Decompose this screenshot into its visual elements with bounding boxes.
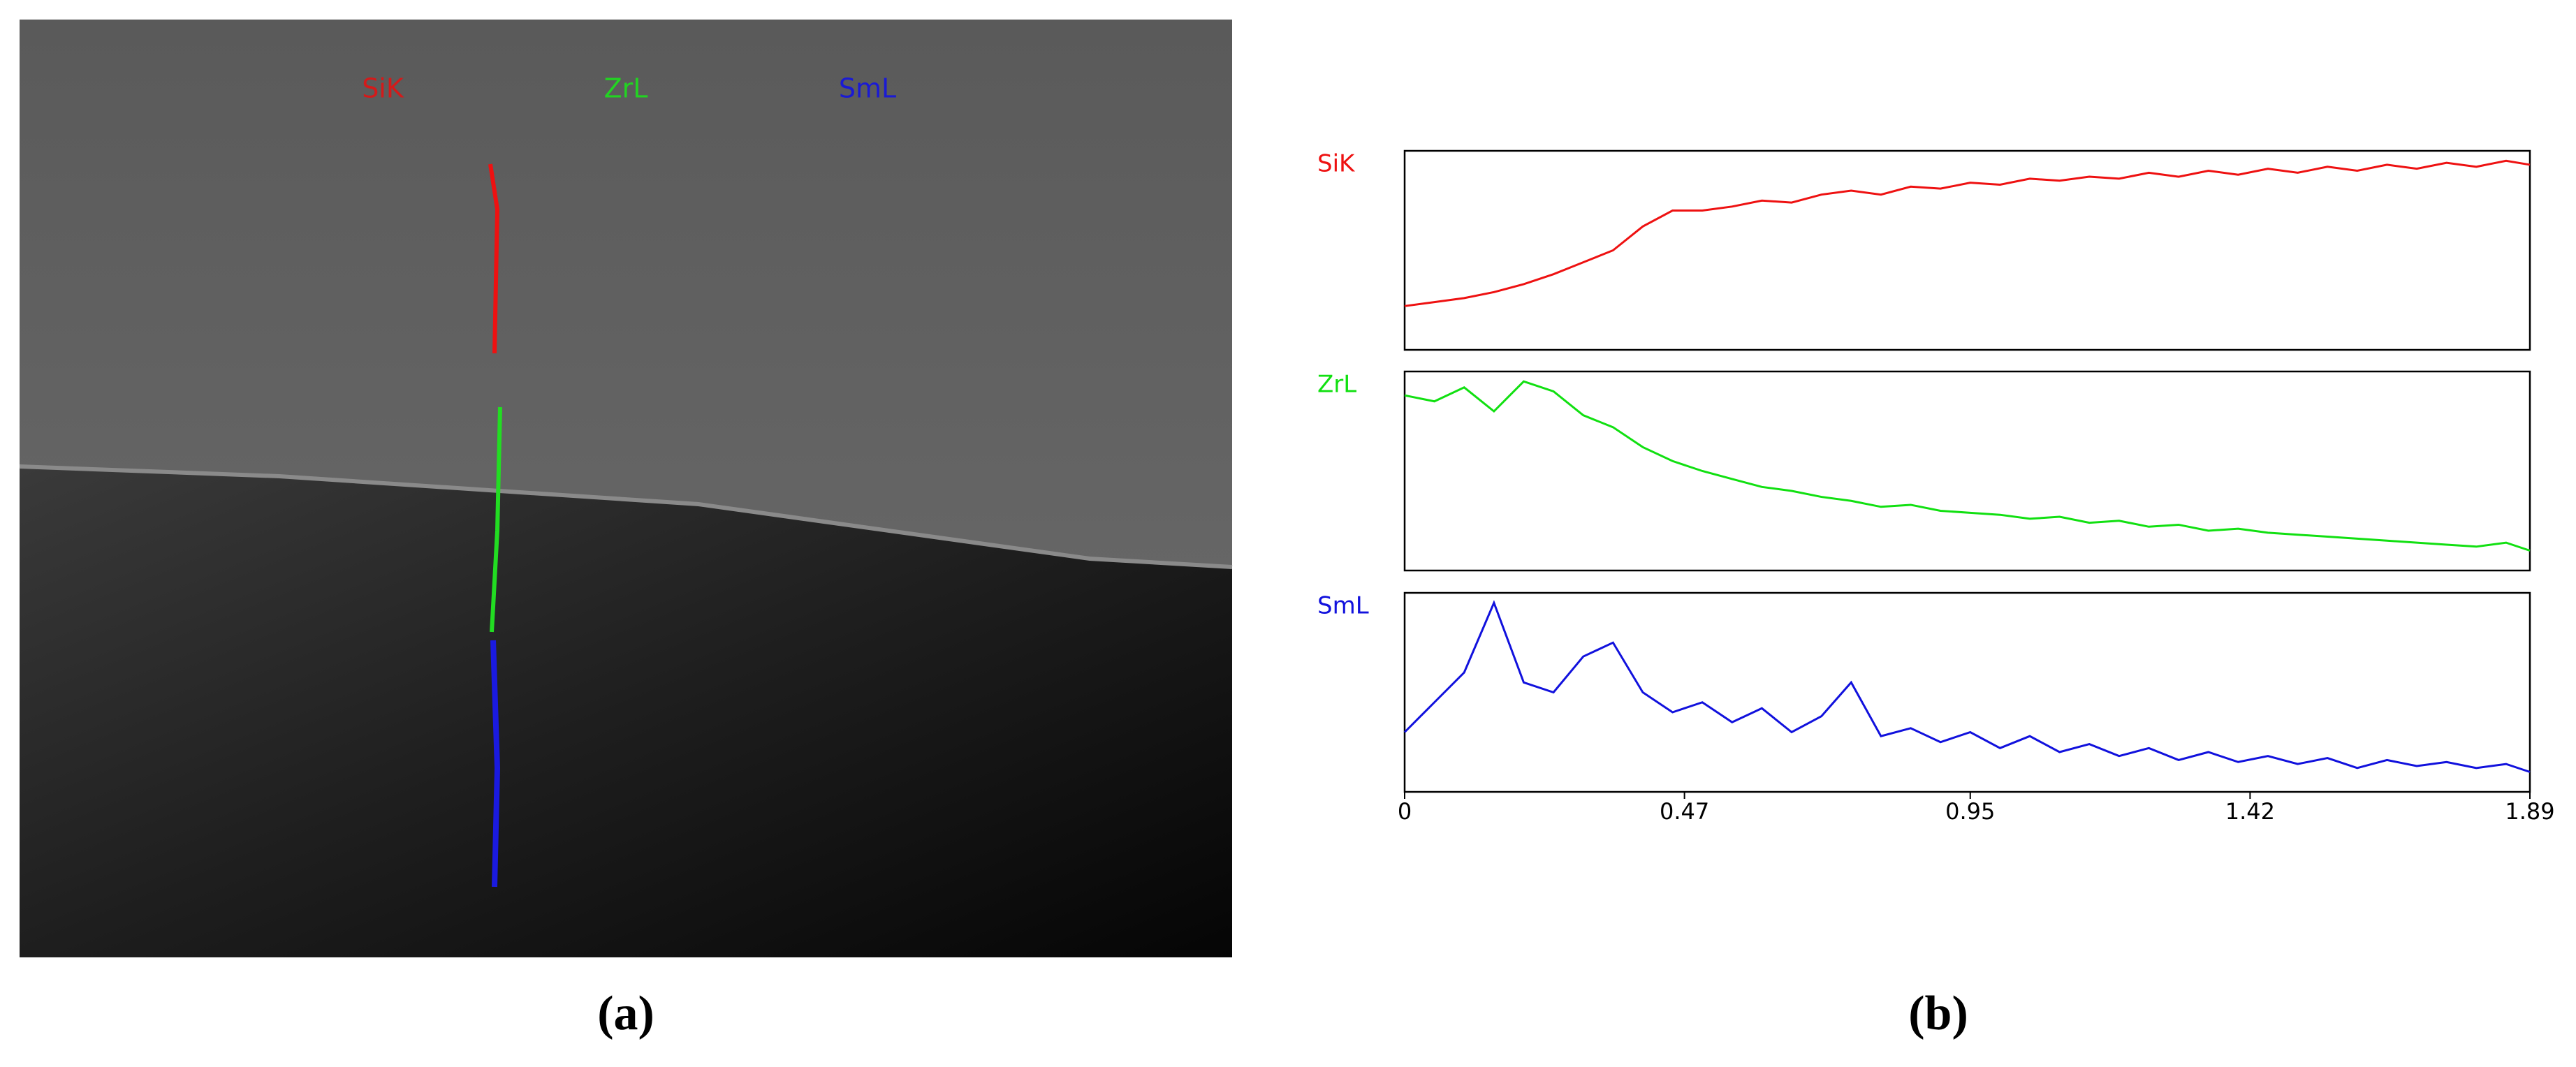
image-label: ZrL xyxy=(604,73,648,104)
plot-frame xyxy=(1403,370,2531,572)
image-label: SiK xyxy=(362,73,404,104)
x-tick-label: 1.89 xyxy=(2505,798,2554,825)
profile-line xyxy=(488,163,500,354)
panel-label: SiK xyxy=(1317,150,1356,178)
image-edge xyxy=(19,464,1233,569)
x-tick-label: 0 xyxy=(1398,798,1412,825)
x-tick-label: 0.95 xyxy=(1945,798,1995,825)
image-label: SmL xyxy=(839,73,896,104)
x-tick-label: 1.42 xyxy=(2225,798,2275,825)
data-line xyxy=(1403,600,2531,773)
plot-frame xyxy=(1403,591,2531,793)
x-tick-label: 0.47 xyxy=(1660,798,1709,825)
panel-label: SmL xyxy=(1317,592,1369,620)
image-shadow xyxy=(20,466,1232,957)
profile-line xyxy=(490,640,501,888)
plot-frame xyxy=(1403,149,2531,351)
caption: (b) xyxy=(1908,987,1968,1040)
data-line xyxy=(1404,159,2531,307)
panel-label: ZrL xyxy=(1317,371,1356,399)
data-line xyxy=(1404,380,2531,552)
caption: (a) xyxy=(597,987,654,1040)
profile-line xyxy=(490,406,502,633)
sem-image xyxy=(19,20,1233,957)
